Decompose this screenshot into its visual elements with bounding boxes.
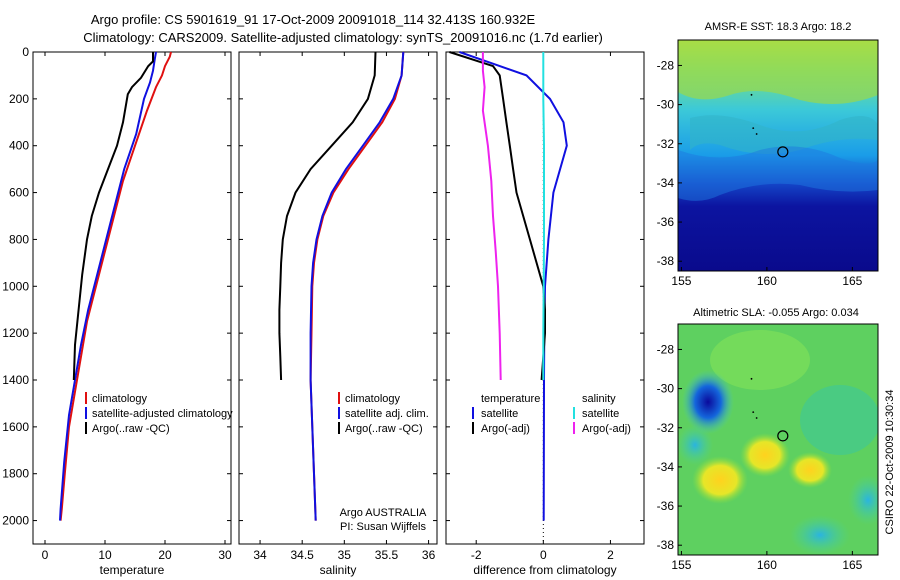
track-dot [750, 377, 753, 380]
sla-map-axes: 155 160 165 -28 -30 -32 -34 -36 -38 [657, 342, 863, 572]
legend-label-argo: Argo(..raw -QC) [92, 423, 170, 435]
map-y-tick-label: -32 [657, 421, 675, 435]
y-tick-label: 200 [9, 92, 29, 106]
map-y-tick-label: -36 [657, 499, 675, 513]
legend-label-climatology: climatology [345, 393, 401, 405]
map-x-tick-label: 165 [842, 274, 862, 288]
map-x-tick-label: 155 [671, 274, 691, 288]
sst-map-image [678, 40, 878, 271]
series-line-argo-raw-qc- [278, 51, 377, 381]
legend-label-temp-argo: Argo(-adj) [481, 423, 530, 435]
header-line-1: Argo profile: CS 5901619_91 17-Oct-2009 … [91, 12, 536, 27]
y-tick-label: 2000 [2, 514, 29, 528]
legend-title-salinity: salinity [582, 393, 616, 405]
x-tick-label: -2 [471, 548, 482, 562]
legend-label-satellite: satellite-adjusted climatology [92, 408, 233, 420]
legend-label-sal-argo: Argo(-adj) [582, 423, 631, 435]
salinity-panel: 34 34.5 35 35.5 36 salinity [238, 51, 438, 577]
map-x-tick-label: 160 [757, 558, 777, 572]
map-y-tick-label: -36 [657, 215, 675, 229]
track-dot [755, 417, 758, 419]
series-line-satellite-adjusted-climatology [59, 51, 157, 521]
map-y-tick-label: -38 [657, 254, 675, 268]
map-y-tick-label: -38 [657, 538, 675, 552]
y-tick-label: 1000 [2, 279, 29, 293]
salinity-xlabel: salinity [320, 563, 357, 577]
sla-map-image [678, 324, 878, 555]
sst-map-frame [677, 39, 879, 272]
x-tick-label: 20 [158, 548, 172, 562]
map-x-tick-label: 165 [842, 558, 862, 572]
y-tick-label: 1200 [2, 326, 29, 340]
legend-label-temp-satellite: satellite [481, 408, 518, 420]
y-tick-label: 400 [9, 139, 29, 153]
argo-float-marker [777, 430, 789, 442]
argo-float-marker [777, 146, 789, 158]
y-tick-label: 1400 [2, 373, 29, 387]
series-line-salinity-satellite [542, 52, 545, 380]
series-line-climatology [59, 51, 172, 521]
x-tick-label: 30 [218, 548, 232, 562]
x-tick-label: 34 [253, 548, 267, 562]
temperature-panel: 0 10 20 30 0 200 400 600 800 1000 1200 1400 1600 1800… [2, 45, 232, 577]
temperature-legend: climatology satellite-adjusted climatolo… [85, 392, 233, 435]
map-x-tick-label: 160 [757, 274, 777, 288]
salinity-axes-frame [238, 51, 438, 545]
track-dot [750, 93, 753, 96]
map-y-tick-label: -32 [657, 137, 675, 151]
map-y-tick-label: -30 [657, 382, 675, 396]
legend-label-satellite: satellite adj. clim. [345, 408, 429, 420]
map-y-tick-label: -30 [657, 98, 675, 112]
track-dot [752, 411, 755, 413]
legend-label-sal-satellite: satellite [582, 408, 619, 420]
sla-map-title: Altimetric SLA: -0.055 Argo: 0.034 [693, 307, 859, 319]
series-line-salinity-argo-adj- [481, 52, 502, 381]
sst-map-title: AMSR-E SST: 18.3 Argo: 18.2 [705, 21, 852, 33]
x-tick-label: 0 [540, 548, 547, 562]
y-tick-label: 1600 [2, 420, 29, 434]
x-tick-label: 10 [98, 548, 112, 562]
x-tick-label: 35.5 [375, 548, 399, 562]
x-tick-label: 35 [338, 548, 352, 562]
difference-legend: temperature satellite Argo(-adj) salinit… [472, 393, 631, 435]
x-tick-label: 36 [422, 548, 436, 562]
legend-label-argo: Argo(..raw -QC) [345, 423, 423, 435]
credit-pi: PI: Susan Wijffels [340, 521, 426, 533]
map-y-tick-label: -28 [657, 58, 675, 72]
header-line-2: Climatology: CARS2009. Satellite-adjuste… [83, 30, 603, 45]
map-y-tick-label: -34 [657, 460, 675, 474]
y-tick-label: 600 [9, 186, 29, 200]
y-tick-label: 800 [9, 232, 29, 246]
timestamp-stamp: CSIRO 22-Oct-2009 10:30:34 [884, 390, 896, 535]
map-x-tick-label: 155 [671, 558, 691, 572]
x-tick-label: 34.5 [291, 548, 315, 562]
salinity-legend: climatology satellite adj. clim. Argo(..… [338, 392, 429, 533]
series-line-argo-raw-qc- [72, 52, 154, 381]
x-tick-label: 0 [42, 548, 49, 562]
temperature-xlabel: temperature [100, 563, 165, 577]
series-line-satellite-adj-clim- [309, 51, 405, 521]
y-tick-label: 0 [22, 45, 29, 59]
y-tick-label: 1800 [2, 467, 29, 481]
legend-label-climatology: climatology [92, 393, 148, 405]
sst-map-axes: 155 160 165 -28 -30 -32 -34 -36 -38 [657, 58, 863, 288]
legend-title-temperature: temperature [481, 393, 540, 405]
map-y-tick-label: -28 [657, 342, 675, 356]
sla-map-frame [677, 323, 879, 556]
map-y-tick-label: -34 [657, 176, 675, 190]
difference-xlabel: difference from climatology [473, 563, 616, 577]
series-line-temperature-argo-adj- [449, 51, 546, 381]
credit-org: Argo AUSTRALIA [340, 507, 427, 519]
x-tick-label: 2 [607, 548, 614, 562]
track-dot [752, 127, 755, 129]
track-dot [755, 133, 758, 135]
